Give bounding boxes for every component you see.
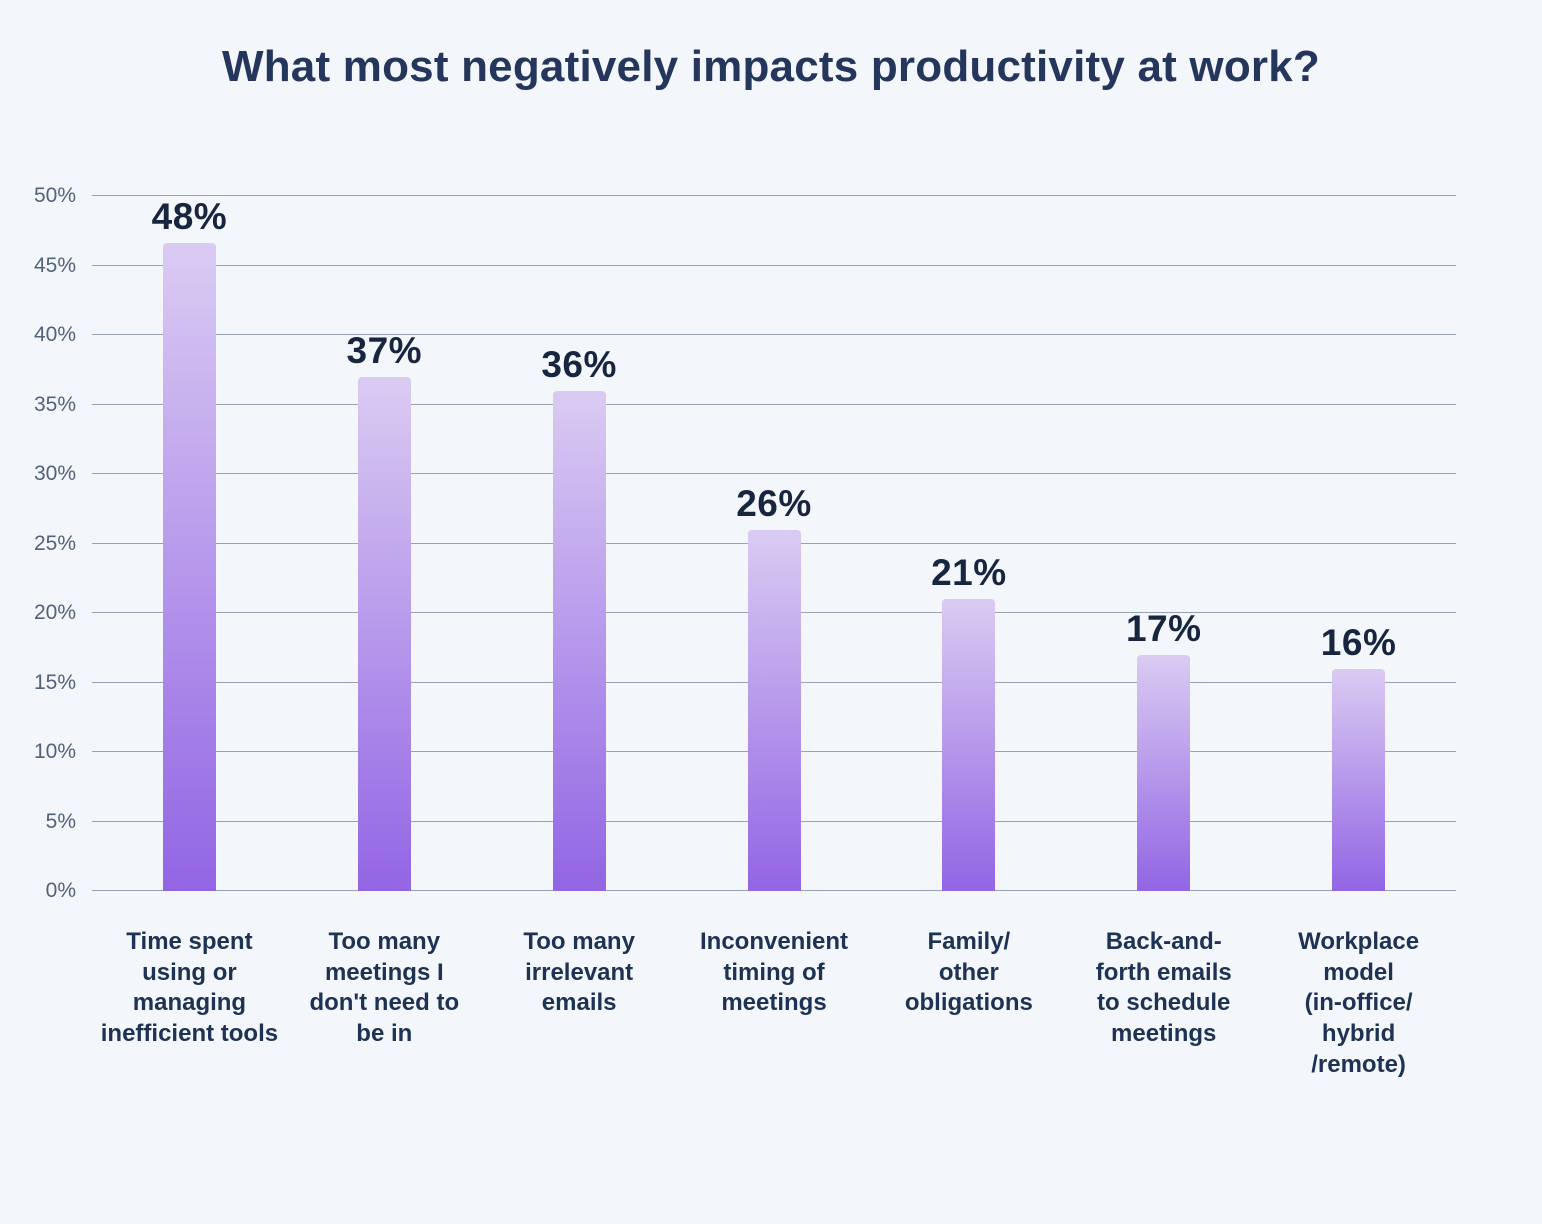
bar-column: 37% bbox=[287, 196, 482, 891]
bar-value-label: 48% bbox=[151, 196, 228, 237]
bar-value-label: 21% bbox=[931, 552, 1007, 594]
bar-value-label: 16% bbox=[1320, 621, 1397, 663]
bar bbox=[1332, 668, 1386, 891]
bar-value-label: 37% bbox=[346, 329, 423, 371]
y-tick-label: 50% bbox=[33, 184, 76, 207]
gridline bbox=[92, 264, 1456, 266]
bar-column: 36% bbox=[482, 196, 677, 891]
y-tick-label: 5% bbox=[45, 809, 76, 833]
y-tick-label: 20% bbox=[33, 601, 76, 624]
x-axis-category-label: Inconvenient timing of meetings bbox=[699, 928, 849, 1017]
bar-column: 16% bbox=[1261, 196, 1456, 891]
bar-column: 21% bbox=[871, 196, 1066, 891]
x-axis-category-label: Too many meetings I don't need to be in bbox=[309, 928, 460, 1048]
bar-value-label: 36% bbox=[541, 343, 617, 385]
bar bbox=[552, 390, 606, 891]
bar bbox=[357, 376, 411, 891]
y-tick-label: 30% bbox=[33, 462, 76, 485]
bar-column: 17% bbox=[1066, 196, 1261, 891]
y-tick-label: 15% bbox=[33, 670, 76, 694]
bar-column: 48% bbox=[92, 196, 287, 891]
y-tick-label: 10% bbox=[33, 740, 76, 763]
bar bbox=[747, 529, 801, 891]
y-tick-label: 45% bbox=[33, 253, 76, 277]
bar-value-label: 26% bbox=[736, 482, 812, 524]
y-tick-label: 35% bbox=[33, 392, 76, 416]
bar-column: 26% bbox=[677, 196, 872, 891]
x-axis-category-label: Too many irrelevant emails bbox=[523, 928, 635, 1017]
gridline bbox=[92, 334, 1456, 335]
bar-chart: 0% 5% 10% 15% 20% 25% 30% 35% 40% 45% 50% 48% 37% 36… bbox=[34, 184, 1456, 902]
bar-value-label: 17% bbox=[1125, 607, 1202, 649]
gridline bbox=[92, 195, 1456, 196]
y-tick-label: 40% bbox=[33, 323, 76, 346]
x-axis-labels: Time spent using or managing inefficient… bbox=[92, 927, 1456, 1081]
x-axis-category-label: Workplace model (in-office/ hybrid /remo… bbox=[1298, 928, 1420, 1078]
bars-area: 48% 37% 36% 26% 21% 17% 16% bbox=[92, 196, 1456, 891]
x-axis-category-label: Back-and- forth emails to schedule meeti… bbox=[1095, 928, 1232, 1048]
y-tick-label: 25% bbox=[33, 531, 76, 555]
bar bbox=[1137, 654, 1191, 891]
bar bbox=[942, 599, 996, 891]
gridline bbox=[92, 403, 1456, 405]
x-axis-category-label: Time spent using or managing inefficient… bbox=[100, 928, 279, 1048]
bar bbox=[162, 243, 216, 891]
x-axis-category-label: Family/ other obligations bbox=[904, 928, 1033, 1017]
y-tick-label: 0% bbox=[45, 879, 76, 902]
chart-title: What most negatively impacts productivit… bbox=[222, 42, 1320, 91]
gridline bbox=[92, 473, 1456, 474]
